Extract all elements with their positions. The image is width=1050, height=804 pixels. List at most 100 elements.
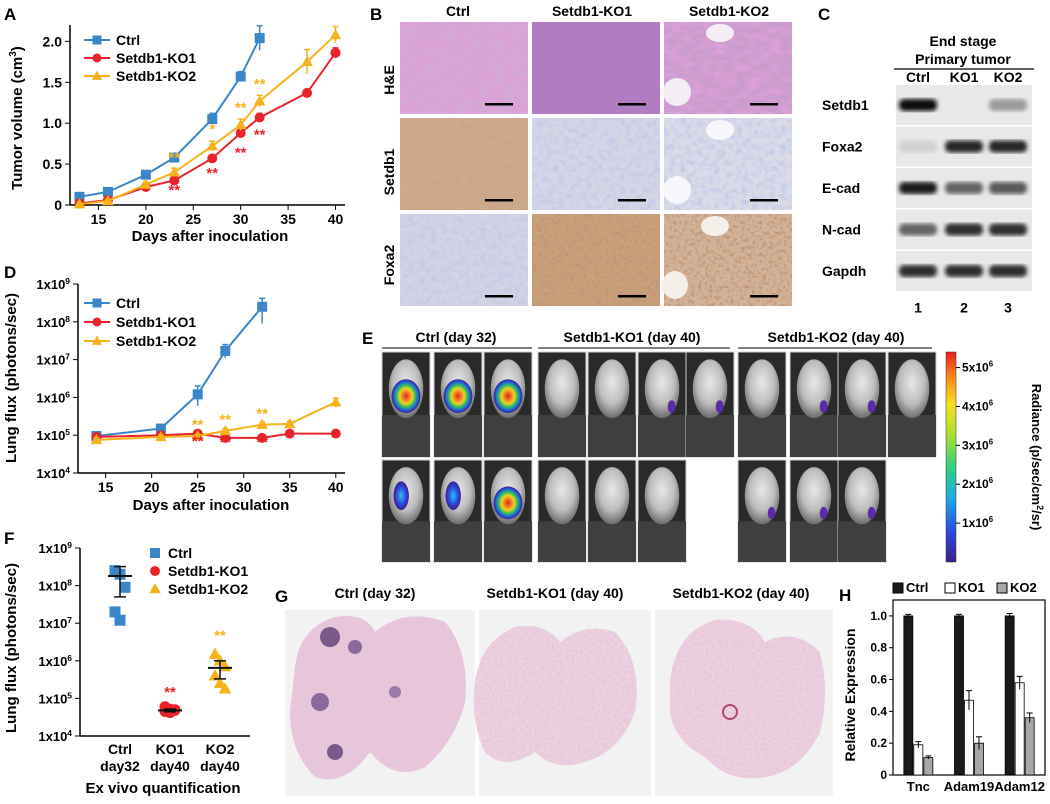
data-point: [102, 186, 113, 197]
bioluminescence-signal: [493, 379, 523, 413]
x-tick-label: 20: [144, 479, 160, 495]
mouse-image: [433, 351, 483, 458]
bioluminescence-imaging: E Ctrl (day 32) Setdb1-KO1 (day 40) Setd…: [362, 329, 1045, 563]
blot-label: Gapdh: [822, 263, 866, 279]
legend-marker: [92, 53, 102, 63]
colorbar-tick-label: 1x106: [962, 515, 994, 530]
data-point: [114, 614, 126, 626]
series-Setdb1-KO2: [73, 25, 342, 209]
mouse-image: [483, 459, 533, 563]
x-tick-label: 30: [233, 211, 249, 227]
data-point: [155, 423, 166, 434]
row-label-he: H&E: [381, 65, 397, 95]
x-tick-label: Tnc: [907, 779, 930, 794]
image-base: [790, 415, 838, 457]
colorbar-tick-label: 5x106: [962, 360, 994, 375]
significance-mark: **: [219, 412, 231, 429]
plot-area: 15 20 25 30 35 40 1x104 1x105 1x106 1x107 1x108 1x1…: [36, 276, 345, 495]
y-tick-label: 1x105: [36, 427, 70, 443]
data-point: [218, 682, 232, 694]
y-tick-label: 0.5: [43, 156, 63, 172]
blot-band: [899, 182, 937, 194]
lane-label: KO2: [994, 69, 1023, 85]
significance-mark: **: [235, 100, 247, 117]
data-point: [253, 95, 266, 106]
panel-letter: D: [4, 263, 16, 282]
data-point: [140, 178, 152, 189]
bioluminescence-signal: [393, 481, 409, 510]
image-base: [588, 521, 636, 562]
mouse-body: [544, 359, 580, 419]
data-point: [257, 301, 268, 312]
data-point: [254, 33, 265, 44]
data-point: [219, 424, 232, 436]
x-tick-label: 40: [328, 211, 344, 227]
histology-tile-he-ko2: [663, 22, 792, 114]
image-base: [538, 521, 586, 562]
x-axis-label: Days after inoculation: [132, 228, 289, 245]
data-point: [220, 432, 231, 443]
group-label-ko1: Setdb1-KO1 (day 40): [487, 585, 624, 601]
legend-label: Setdb1-KO1: [116, 50, 196, 66]
y-tick-label: 0: [880, 768, 887, 782]
blot-band: [989, 99, 1027, 111]
legend-marker: [91, 335, 103, 345]
group-label-ko2: Setdb1-KO2 (day 40): [768, 329, 905, 345]
lane-number: 2: [960, 300, 968, 316]
x-tick-label: Ctrl: [108, 741, 132, 757]
image-base: [484, 415, 532, 457]
data-point: [330, 396, 342, 407]
y-axis-label: Tumor volume (cm3): [8, 46, 26, 190]
y-tick-label: 1x104: [38, 728, 72, 744]
significance-mark: *: [209, 121, 215, 138]
bar: [954, 615, 964, 776]
mouse-image: [483, 351, 533, 458]
legend-label: Ctrl: [116, 295, 140, 311]
image-base: [686, 415, 734, 457]
data-point: [213, 654, 227, 666]
mouse-image: [837, 351, 887, 458]
significance-mark: **: [214, 627, 226, 644]
y-tick-label: 1x106: [36, 389, 70, 405]
data-point: [207, 114, 218, 125]
y-tick-label: 1.5: [43, 74, 63, 90]
panel-letter: C: [818, 5, 830, 24]
y-tick-label: 1x107: [36, 352, 70, 368]
bioluminescence-signal: [445, 481, 461, 510]
mouse-image: [537, 351, 587, 458]
x-tick-label: 30: [236, 479, 252, 495]
chart-d: D Lung flux (photons/sec) Days after ino…: [3, 263, 345, 514]
group-label-ko2: Setdb1-KO2 (day 40): [673, 585, 810, 601]
image-base: [790, 521, 838, 562]
y-axis-label: Lung flux (photons/sec): [3, 563, 20, 733]
data-point: [254, 112, 265, 123]
data-point: [208, 669, 222, 681]
x-tick-label: day32: [100, 758, 140, 774]
blot-band: [899, 99, 937, 111]
mouse-image: [789, 459, 839, 563]
bioluminescence-signal: [443, 379, 473, 413]
data-point: [302, 87, 313, 98]
series-Ctrl: [108, 565, 132, 626]
data-point: [235, 71, 246, 82]
y-tick-label: 1.0: [43, 115, 63, 131]
panel-letter: E: [362, 329, 373, 348]
chart-f: F Lung flux (photons/sec) Ex vivo quanti…: [3, 529, 250, 797]
bar: [903, 615, 914, 776]
data-point: [192, 389, 203, 400]
image-base: [484, 521, 532, 562]
mouse-image: [433, 459, 483, 563]
y-tick-label: 1x106: [38, 653, 72, 669]
mouse-body: [644, 467, 680, 525]
panel-letter: H: [839, 586, 851, 605]
bioluminescence-signal: [493, 486, 523, 520]
data-point: [208, 647, 222, 659]
legend-marker: [150, 548, 160, 558]
legend-marker: [149, 583, 161, 594]
mouse-image: [381, 459, 431, 563]
legend-marker: [92, 317, 102, 327]
data-point: [301, 55, 313, 67]
data-point: [109, 606, 121, 618]
y-tick-label: 1x105: [38, 690, 72, 706]
image-base: [838, 521, 886, 562]
